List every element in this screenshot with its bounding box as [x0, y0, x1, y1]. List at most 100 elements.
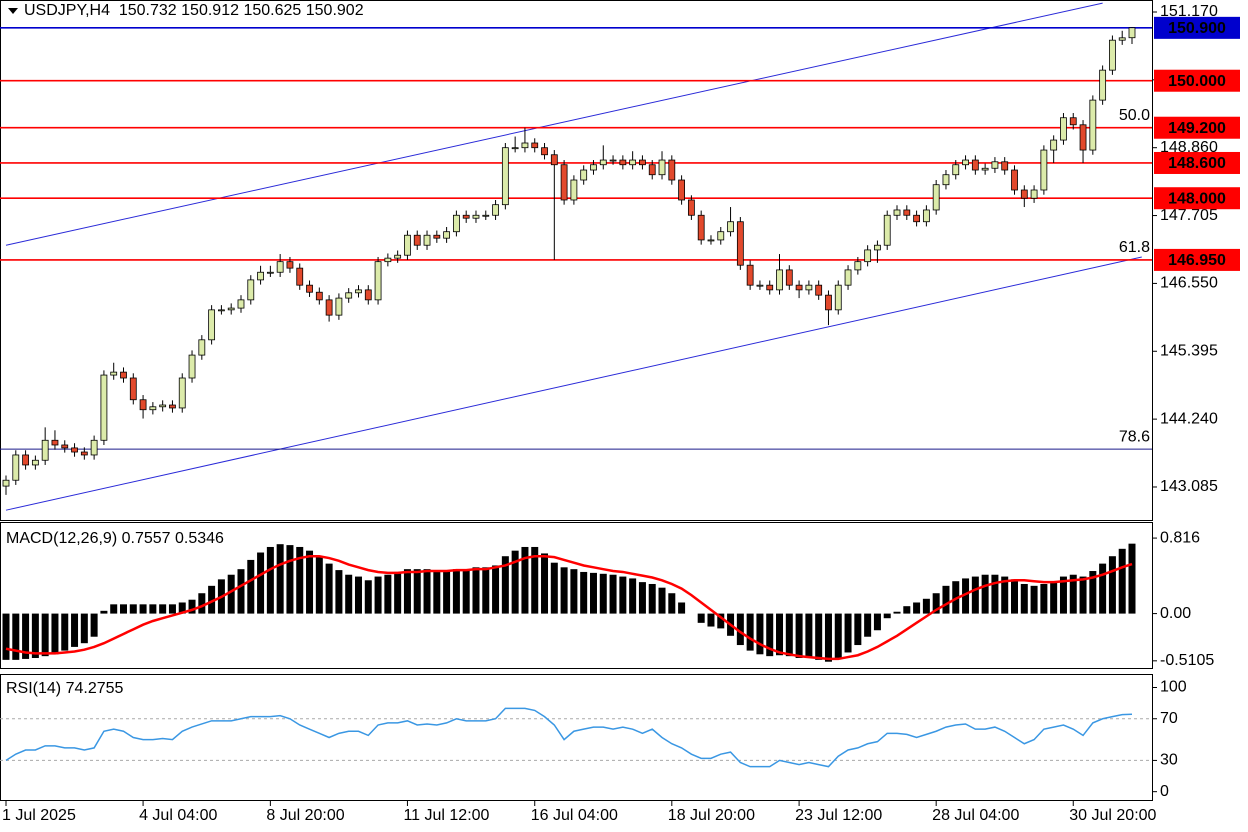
macd-value: 0.7557: [121, 530, 171, 547]
candle-body: [120, 371, 127, 379]
signal-line: [5, 554, 1133, 661]
macd-bar: [31, 613, 39, 659]
macd-bar: [1079, 576, 1087, 614]
candle-body: [129, 377, 137, 401]
x-tick-label: 18 Jul 20:00: [668, 807, 755, 824]
candle-body: [90, 439, 98, 456]
macd-bar: [589, 572, 597, 614]
candle-body: [805, 284, 813, 291]
candle-body: [570, 179, 578, 201]
candle-body: [678, 179, 685, 201]
macd-bar: [462, 569, 470, 614]
macd-bar: [178, 602, 186, 614]
channel-line: [5, 2, 1103, 246]
macd-bar: [531, 546, 539, 614]
menu-triangle[interactable]: [8, 8, 18, 14]
candle-body: [71, 447, 78, 453]
candle-body: [492, 204, 499, 216]
macd-bar: [22, 613, 30, 659]
macd-bar: [227, 574, 235, 614]
macd-bar: [1108, 556, 1116, 614]
macd-bar: [697, 613, 705, 623]
macd-bar: [335, 570, 343, 614]
candle-body: [766, 284, 774, 291]
level-tag: [1154, 151, 1240, 174]
macd-bar: [276, 544, 284, 614]
candle-body: [991, 161, 999, 169]
macd-bar: [658, 587, 666, 614]
candle-body: [952, 164, 960, 176]
candle-body: [198, 339, 206, 356]
candle-body: [590, 164, 597, 171]
level-tag-label: 146.950: [1168, 252, 1226, 269]
candle-body: [785, 269, 793, 286]
candle-body: [580, 169, 588, 181]
macd-bar: [952, 581, 960, 614]
macd-bar: [61, 613, 69, 651]
macd-bar: [110, 604, 118, 614]
macd-bar: [394, 571, 402, 614]
macd-bar: [766, 613, 774, 657]
macd-bar: [315, 556, 323, 614]
candle-body: [971, 159, 979, 171]
macd-bar: [71, 613, 79, 647]
x-tick-label: 23 Jul 12:00: [795, 807, 882, 824]
macd-bar: [609, 574, 617, 614]
symbol: USDJPY,H4: [24, 2, 110, 19]
macd-bar: [629, 578, 637, 614]
macd-bar: [472, 567, 480, 614]
candle-body: [913, 214, 920, 223]
macd-bar: [824, 613, 832, 662]
candle-body: [472, 214, 480, 219]
macd-header: MACD(12,26,9) 0.7557 0.5346: [6, 530, 224, 548]
candle-body: [110, 371, 118, 376]
rsi-line: [5, 707, 1133, 768]
candle-body: [12, 454, 20, 481]
macd-bar: [883, 613, 891, 619]
y-tick-label: 144.240: [1160, 410, 1218, 427]
candle-body: [854, 261, 862, 271]
candle-body: [51, 439, 59, 446]
candle-body: [433, 234, 441, 239]
level-tag-label: 150.900: [1168, 20, 1226, 37]
candle-body: [394, 254, 402, 259]
candle-body: [531, 142, 539, 149]
candle-body: [560, 164, 568, 201]
rsi-panel: [0, 674, 1153, 801]
x-tick-label: 11 Jul 12:00: [403, 807, 489, 824]
candle-body: [31, 459, 39, 466]
y-tick-label: 147.705: [1160, 207, 1218, 224]
candle-body: [169, 404, 176, 409]
candle-body: [452, 214, 460, 233]
candle-body: [306, 284, 313, 293]
rsi-header: RSI(14) 74.2755: [6, 680, 123, 698]
macd-bar: [345, 574, 353, 614]
candle-body: [697, 214, 705, 241]
level-tag-label: 149.200: [1168, 120, 1226, 137]
ohlc-open: 150.732: [118, 2, 177, 19]
macd-bar: [981, 574, 989, 614]
x-tick-label: 4 Jul 04:00: [139, 807, 217, 824]
candle-body: [1079, 124, 1087, 151]
macd-bar: [746, 613, 754, 651]
y-tick-label: 148.860: [1160, 139, 1218, 156]
candle-body: [1099, 69, 1107, 101]
macd-bar: [1099, 563, 1107, 614]
macd-bar: [100, 610, 108, 614]
macd-bar: [1059, 576, 1067, 614]
y-tick-label: 146.550: [1160, 275, 1218, 292]
macd-bar: [756, 613, 764, 655]
macd-bar: [873, 613, 881, 631]
macd-bar: [403, 569, 411, 614]
candle-body: [227, 307, 235, 311]
candle-body: [22, 454, 29, 466]
candle-body: [384, 257, 392, 263]
candle-body: [942, 174, 950, 186]
macd-bar: [1011, 579, 1019, 614]
candle-body: [178, 377, 186, 409]
macd-title: MACD(12,26,9): [6, 530, 118, 547]
candle-body: [727, 221, 734, 233]
ohlc-high: 150.912: [181, 2, 239, 19]
macd-bar: [384, 574, 392, 614]
